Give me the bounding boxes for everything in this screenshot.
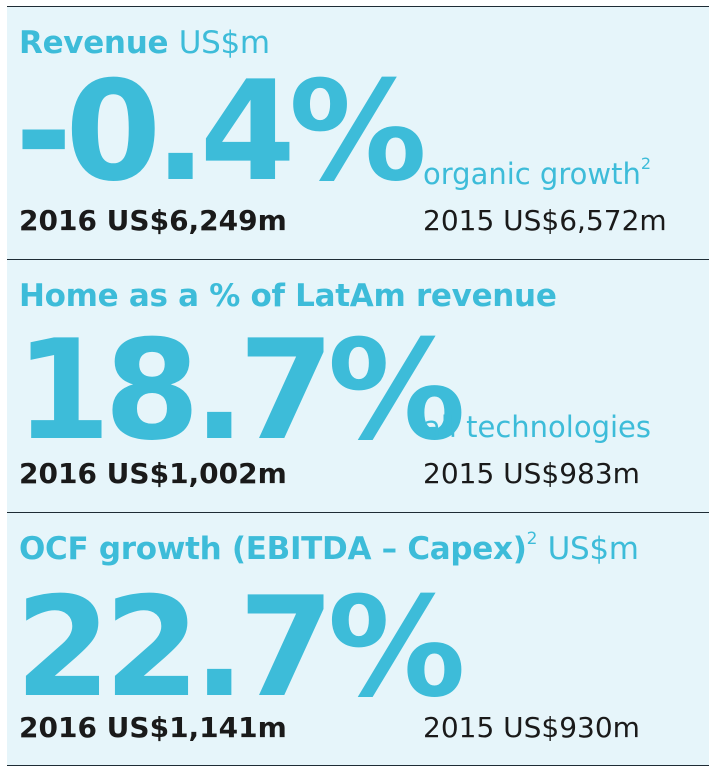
revenue-panel: Revenue US$m -0.4% organic growth2 2016 … xyxy=(7,6,709,259)
headline-note: organic growth2 xyxy=(423,154,652,191)
current-year-value: 2016 US$1,002m xyxy=(19,457,287,490)
current-year-value: 2016 US$6,249m xyxy=(19,204,287,237)
headline-value: -0.4% xyxy=(15,51,427,212)
footnote-marker: 2 xyxy=(526,528,538,549)
note-text: all technologies xyxy=(423,410,651,444)
headline-value: 18.7% xyxy=(15,310,466,471)
note-text: organic growth xyxy=(423,157,641,191)
home-share-panel: Home as a % of LatAm revenue 18.7% all t… xyxy=(7,259,709,512)
headline-note: all technologies xyxy=(423,410,651,444)
footnote-marker: 2 xyxy=(640,154,652,174)
panel-heading: OCF growth (EBITDA – Capex)2 US$m xyxy=(19,528,639,567)
current-year-value: 2016 US$1,141m xyxy=(19,711,287,744)
headline-value: 22.7% xyxy=(15,567,466,728)
panel-heading: Revenue US$m xyxy=(19,25,270,61)
previous-year-value: 2015 US$930m xyxy=(423,711,640,744)
ocf-growth-panel: OCF growth (EBITDA – Capex)2 US$m 22.7% … xyxy=(7,512,709,766)
panel-heading: Home as a % of LatAm revenue xyxy=(19,278,557,314)
heading-title: OCF growth (EBITDA – Capex) xyxy=(19,531,527,567)
heading-unit: US$m xyxy=(547,531,639,567)
heading-title: Revenue xyxy=(19,25,169,61)
previous-year-value: 2015 US$6,572m xyxy=(423,204,667,237)
heading-unit: US$m xyxy=(178,25,270,61)
heading-title: Home as a % of LatAm revenue xyxy=(19,278,557,314)
previous-year-value: 2015 US$983m xyxy=(423,457,640,490)
